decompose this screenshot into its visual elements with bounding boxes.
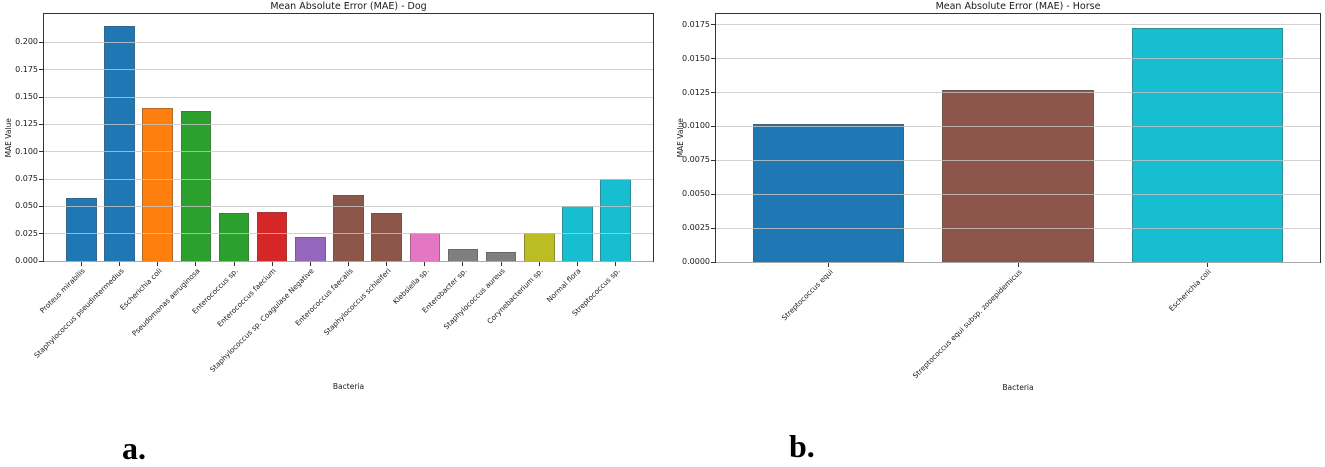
gridline (44, 41, 653, 43)
y-tick-mark (39, 96, 44, 98)
x-tick-mark (119, 261, 121, 266)
y-tick-mark (39, 205, 44, 207)
bar (371, 212, 402, 261)
chart-dog-x-axis-label: Bacteria (332, 382, 365, 391)
chart-dog-y-axis-label: MAE Value (3, 14, 15, 261)
y-tick-mark (711, 193, 716, 195)
y-tick-label: 0.175 (15, 64, 38, 74)
bar (524, 232, 555, 261)
x-tick-mark (195, 261, 197, 266)
bar (104, 26, 135, 261)
y-tick-label: 0.0075 (682, 155, 710, 165)
y-tick-label: 0.125 (15, 119, 38, 129)
bar (66, 197, 97, 261)
chart-horse-title: Mean Absolute Error (MAE) - Horse (935, 1, 1101, 12)
y-tick-mark (711, 261, 716, 263)
gridline (44, 96, 653, 98)
y-tick-label: 0.100 (15, 146, 38, 156)
bar (142, 108, 173, 261)
gridline (44, 123, 653, 125)
subfigure-label-b: b. (789, 428, 815, 464)
x-tick-label: Escherichia coli (1167, 267, 1213, 314)
bar (942, 89, 1094, 262)
x-tick-mark (424, 261, 426, 266)
x-tick-mark (1206, 262, 1208, 267)
gridline (716, 125, 1320, 127)
x-tick-mark (462, 261, 464, 266)
chart-dog-title: Mean Absolute Error (MAE) - Dog (270, 1, 427, 12)
y-tick-mark (39, 178, 44, 180)
y-tick-mark (711, 227, 716, 229)
y-tick-label: 0.0050 (682, 189, 710, 199)
chart-horse-x-axis-label: Bacteria (1002, 383, 1034, 392)
gridline (716, 24, 1320, 26)
bar (1131, 27, 1283, 262)
x-tick-mark (157, 261, 159, 266)
y-tick-mark (711, 24, 716, 26)
gridline (44, 69, 653, 71)
y-tick-label: 0.150 (15, 92, 38, 102)
x-tick-mark (500, 261, 502, 266)
y-tick-mark (711, 92, 716, 94)
gridline (716, 58, 1320, 60)
gridline (44, 233, 653, 235)
y-tick-mark (711, 159, 716, 161)
gridline (44, 151, 653, 153)
x-tick-mark (538, 261, 540, 266)
y-tick-label: 0.0175 (682, 19, 710, 29)
y-tick-label: 0.000 (15, 256, 38, 265)
gridline (716, 92, 1320, 94)
y-tick-label: 0.0025 (682, 223, 710, 233)
bar (218, 212, 250, 261)
y-tick-label: 0.025 (15, 228, 38, 238)
chart-horse-plot-area: Mean Absolute Error (MAE) - Horse MAE Va… (676, 2, 1321, 391)
x-tick-mark (828, 262, 830, 267)
y-tick-mark (39, 260, 44, 262)
x-tick-mark (386, 261, 388, 266)
bar (295, 236, 326, 261)
subfigure-label-a: a. (122, 430, 146, 466)
y-tick-label: 0.200 (15, 37, 38, 47)
x-tick-mark (233, 261, 235, 266)
x-tick-mark (615, 261, 617, 266)
y-tick-label: 0.0125 (682, 87, 710, 97)
x-tick-mark (309, 261, 311, 266)
bar (256, 211, 288, 261)
x-tick-mark (271, 261, 273, 266)
y-tick-mark (711, 58, 716, 60)
x-tick-label: Streptococcus equi subsp. zooepidemicus (910, 267, 1024, 381)
bar (447, 248, 479, 261)
y-tick-mark (39, 233, 44, 235)
y-tick-label: 0.0100 (682, 121, 710, 131)
gridline (716, 159, 1320, 161)
y-tick-mark (39, 123, 44, 125)
gridline (716, 227, 1320, 229)
chart-dog-plot-area: Mean Absolute Error (MAE) - Dog MAE Valu… (4, 2, 654, 390)
gridline (716, 261, 1320, 263)
bar (485, 252, 517, 261)
x-tick-mark (576, 261, 578, 266)
x-tick-mark (1017, 262, 1019, 267)
y-tick-mark (711, 125, 716, 127)
bar (600, 179, 631, 261)
y-tick-mark (39, 69, 44, 71)
bar (180, 111, 212, 261)
y-tick-label: 0.075 (15, 174, 38, 184)
gridline (44, 205, 653, 207)
gridline (44, 178, 653, 180)
y-tick-label: 0.050 (15, 201, 38, 211)
x-tick-label: Streptococcus equi (779, 267, 835, 323)
bar (409, 232, 441, 261)
y-tick-mark (39, 41, 44, 43)
bar (753, 123, 905, 262)
gridline (716, 193, 1320, 195)
y-tick-label: 0.0150 (682, 53, 710, 63)
y-tick-label: 0.0000 (682, 257, 710, 266)
x-tick-mark (80, 261, 82, 266)
gridline (44, 260, 653, 262)
y-tick-mark (39, 151, 44, 153)
x-tick-mark (348, 261, 349, 266)
